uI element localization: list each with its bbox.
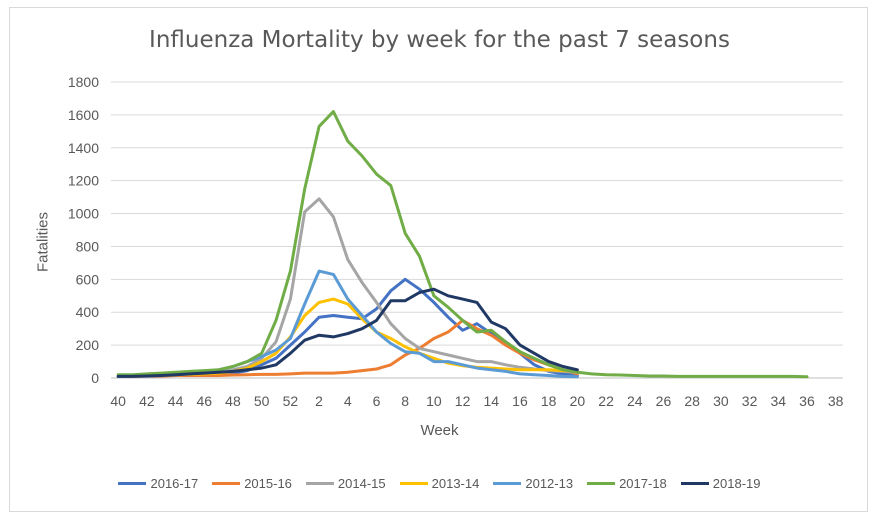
y-axis-ticks: 0 200 400 600 800 1000 1200 1400 1600 1800 [68,74,99,386]
y-tick-label: 1000 [68,206,99,222]
y-tick-label: 200 [76,337,100,353]
series-line-2012-13 [116,269,579,379]
legend-swatch [399,482,428,485]
legend: 2016-17 2015-16 2014-15 2013-14 2012-13 2017-… [0,476,879,491]
y-tick-label: 400 [76,304,100,320]
series-line-2017-18 [116,110,809,379]
legend-swatch [587,482,616,485]
x-tick-label: 24 [627,393,643,409]
x-tick-label: 36 [799,393,815,409]
x-tick-label: 18 [541,393,557,409]
x-tick-label: 2 [315,393,323,409]
x-tick-label: 20 [570,393,586,409]
legend-label: 2015-16 [244,476,292,491]
legend-item-2015-16: 2015-16 [212,476,292,491]
x-tick-label: 16 [512,393,528,409]
legend-item-2017-18: 2017-18 [587,476,667,491]
x-tick-label: 10 [426,393,442,409]
x-tick-label: 6 [373,393,381,409]
chart-title: Influenza Mortality by week for the past… [149,27,730,53]
legend-label: 2012-13 [525,476,574,491]
legend-swatch [118,482,147,485]
x-tick-label: 14 [483,393,499,409]
y-tick-label: 0 [91,370,99,386]
x-tick-label: 40 [110,393,126,409]
x-tick-label: 30 [713,393,729,409]
x-tick-label: 32 [742,393,758,409]
legend-swatch [680,482,709,485]
x-tick-label: 8 [401,393,409,409]
x-tick-label: 12 [455,393,471,409]
legend-swatch [493,482,522,485]
y-tick-label: 600 [76,271,100,287]
legend-item-2018-19: 2018-19 [680,476,761,491]
chart-area [9,7,868,512]
y-axis-label-text: Fatalities [34,211,52,273]
x-tick-label: 44 [168,393,184,409]
x-axis-ticks: 40 42 44 46 48 50 52 2 4 6 8 10 12 14 16 18 20 22 24 26 28 30… [110,393,843,409]
legend-item-2016-17: 2016-17 [118,476,198,491]
legend-swatch [305,482,334,485]
x-tick-label: 42 [139,393,155,409]
legend-label: 2018-19 [712,476,761,491]
legend-item-2013-14: 2013-14 [399,476,480,491]
gridlines [111,81,843,379]
legend-label: 2016-17 [150,476,199,491]
x-tick-label: 52 [283,393,299,409]
legend-item-2014-15: 2014-15 [305,476,386,491]
legend-label: 2013-14 [431,476,480,491]
x-tick-label: 22 [598,393,614,409]
x-tick-label: 26 [656,393,672,409]
legend-label: 2017-18 [619,476,667,491]
x-tick-label: 28 [684,393,700,409]
legend-item-2012-13: 2012-13 [493,476,573,491]
y-tick-label: 1400 [68,140,99,156]
series-line-2018-19 [116,287,579,378]
x-tick-label: 4 [344,393,352,409]
x-tick-label: 48 [225,393,241,409]
series-line-2016-17 [116,277,579,378]
legend-swatch [212,482,241,485]
series-line-2014-15 [116,197,579,378]
x-tick-label: 34 [770,393,786,409]
x-tick-label: 46 [196,393,212,409]
y-tick-label: 1600 [68,107,99,123]
legend-label: 2014-15 [337,476,386,491]
x-tick-label: 50 [254,393,270,409]
series-lines [116,110,809,379]
y-tick-label: 1800 [68,74,99,90]
x-tick-label: 38 [828,393,844,409]
y-tick-label: 1200 [68,173,99,189]
x-axis-label: Week [420,422,459,439]
y-tick-label: 800 [76,238,100,254]
